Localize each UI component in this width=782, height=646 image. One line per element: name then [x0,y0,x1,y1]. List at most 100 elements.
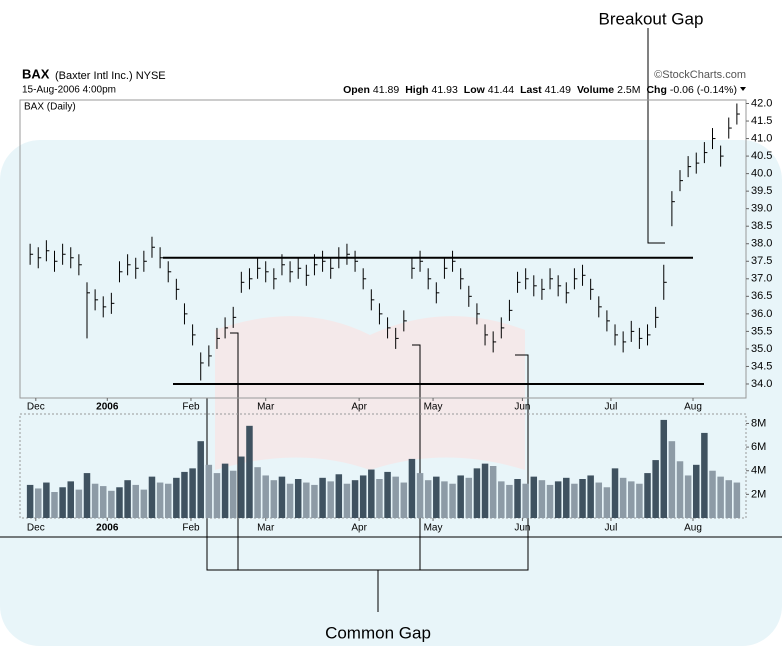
y-tick-label: 42.0 [751,97,772,109]
volume-bar [384,472,390,518]
volume-bar [677,461,683,518]
volume-bar [644,473,650,518]
quote-value: 41.89 [373,84,399,96]
volume-bar [685,475,691,518]
x-tick-label: Mar [257,402,275,413]
volume-bar [319,478,325,518]
volume-bar [417,473,423,518]
volume-bar [295,479,301,518]
x-tick-label: Aug [684,523,702,534]
y-tick-label: 37.5 [751,255,772,267]
volume-bar [206,465,212,518]
quote-label: Volume [577,84,614,96]
y-tick-label: 34.0 [751,378,772,390]
volume-bar [579,479,585,518]
volume-bar [563,478,569,518]
quote-label: Low [464,84,486,96]
volume-bar [173,478,179,518]
volume-bar [165,484,171,518]
volume-bar [124,480,130,518]
volume-bar [246,426,252,518]
y-tick-label: 34.5 [751,360,772,372]
volume-bar [734,483,740,518]
source: ©StockCharts.com [654,69,746,81]
symbol: BAX [22,66,50,81]
dropdown-icon [740,87,746,91]
volume-bar [482,464,488,518]
y-tick-label: 39.5 [751,185,772,197]
volume-bar [709,471,715,518]
volume-bar [100,486,106,518]
volume-bar [636,484,642,518]
x-tick-label: Dec [27,402,45,413]
volume-bar [506,485,512,518]
volume-bar [132,485,138,518]
annotation: Common Gap [325,623,431,642]
quote-label: Chg [646,84,666,96]
x-tick-label: Apr [351,523,367,534]
pane-title: BAX (Daily) [24,102,76,113]
volume-bar [490,466,496,518]
quote-label: Open [343,84,370,96]
volume-bar [303,483,309,518]
x-tick-label: Aug [684,402,702,413]
volume-bar [612,468,618,518]
volume-bar [401,483,407,518]
volume-bar [59,487,65,518]
y-tick-label: 37.0 [751,273,772,285]
volume-bar [514,479,520,518]
y-tick-label: 2M [751,488,766,500]
volume-bar [279,477,285,518]
volume-bar [457,475,463,518]
y-tick-label: 35.5 [751,325,772,337]
volume-bar [197,441,203,518]
volume-bar [441,481,447,518]
volume-bar [392,477,398,518]
volume-bar [311,485,317,518]
volume-bar [409,459,415,518]
volume-bar [522,484,528,518]
x-tick-label: Jun [514,523,530,534]
volume-bar [336,474,342,518]
y-tick-label: 40.0 [751,168,772,180]
volume-bar [181,472,187,518]
volume-bar [222,464,228,518]
y-tick-label: 41.5 [751,115,772,127]
volume-bar [652,460,658,518]
x-tick-label: Feb [182,402,200,413]
volume-bar [141,490,147,518]
volume-bar [43,483,49,518]
x-tick-label: Jun [514,402,530,413]
quote-value: -0.06 (-0.14%) [670,84,737,96]
volume-bar [35,488,41,518]
x-tick-label: Jul [605,402,618,413]
x-tick-label: 2006 [96,523,119,534]
y-tick-label: 41.0 [751,132,772,144]
volume-bar [669,441,675,518]
y-tick-label: 38.5 [751,220,772,232]
volume-bar [498,481,504,518]
y-tick-label: 35.0 [751,343,772,355]
volume-bar [433,477,439,518]
volume-bar [157,483,163,518]
volume-bar [262,475,268,518]
watermark-book [215,316,525,470]
x-tick-label: May [424,523,443,534]
volume-bar [604,487,610,518]
quote-label: Last [520,84,542,96]
volume-bar [449,484,455,518]
volume-bar [230,471,236,518]
quote-value: 41.93 [432,84,458,96]
volume-bar [555,481,561,518]
x-tick-label: Jul [605,523,618,534]
volume-bar [717,477,723,518]
annotation: Breakout Gap [599,9,704,28]
volume-bar [628,481,634,518]
y-tick-label: 40.5 [751,150,772,162]
volume-bar [214,473,220,518]
quote-value: 41.44 [488,84,514,96]
y-tick-label: 8M [751,417,766,429]
page: BAX (Baxter Intl Inc.) NYSE ©StockCharts… [0,0,782,646]
quote-value: 2.5M [617,84,640,96]
